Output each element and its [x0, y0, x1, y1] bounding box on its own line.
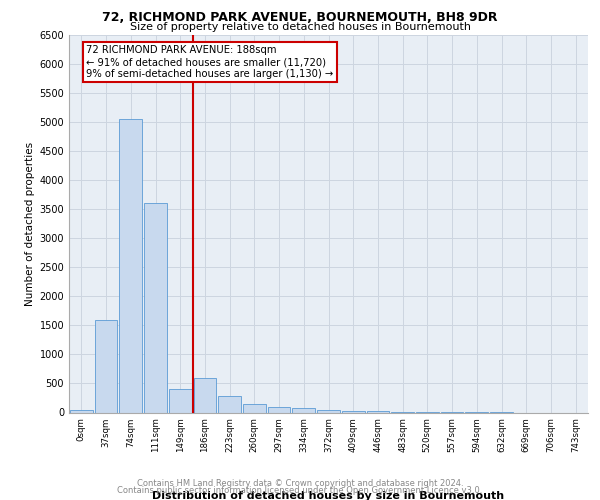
Bar — [194, 378, 216, 412]
Bar — [70, 410, 93, 412]
Bar — [268, 406, 290, 412]
Text: Contains public sector information licensed under the Open Government Licence v3: Contains public sector information licen… — [118, 486, 482, 495]
Bar — [243, 404, 266, 412]
Bar — [119, 119, 142, 412]
Bar — [317, 410, 340, 412]
Text: Contains HM Land Registry data © Crown copyright and database right 2024.: Contains HM Land Registry data © Crown c… — [137, 478, 463, 488]
Bar — [292, 408, 315, 412]
Text: 72 RICHMOND PARK AVENUE: 188sqm
← 91% of detached houses are smaller (11,720)
9%: 72 RICHMOND PARK AVENUE: 188sqm ← 91% of… — [86, 46, 334, 78]
Bar — [144, 204, 167, 412]
Bar — [218, 396, 241, 412]
Bar — [169, 390, 191, 412]
Bar — [95, 320, 118, 412]
Bar — [342, 411, 365, 412]
Y-axis label: Number of detached properties: Number of detached properties — [25, 142, 35, 306]
X-axis label: Distribution of detached houses by size in Bournemouth: Distribution of detached houses by size … — [152, 491, 505, 500]
Text: 72, RICHMOND PARK AVENUE, BOURNEMOUTH, BH8 9DR: 72, RICHMOND PARK AVENUE, BOURNEMOUTH, B… — [102, 11, 498, 24]
Text: Size of property relative to detached houses in Bournemouth: Size of property relative to detached ho… — [130, 22, 470, 32]
